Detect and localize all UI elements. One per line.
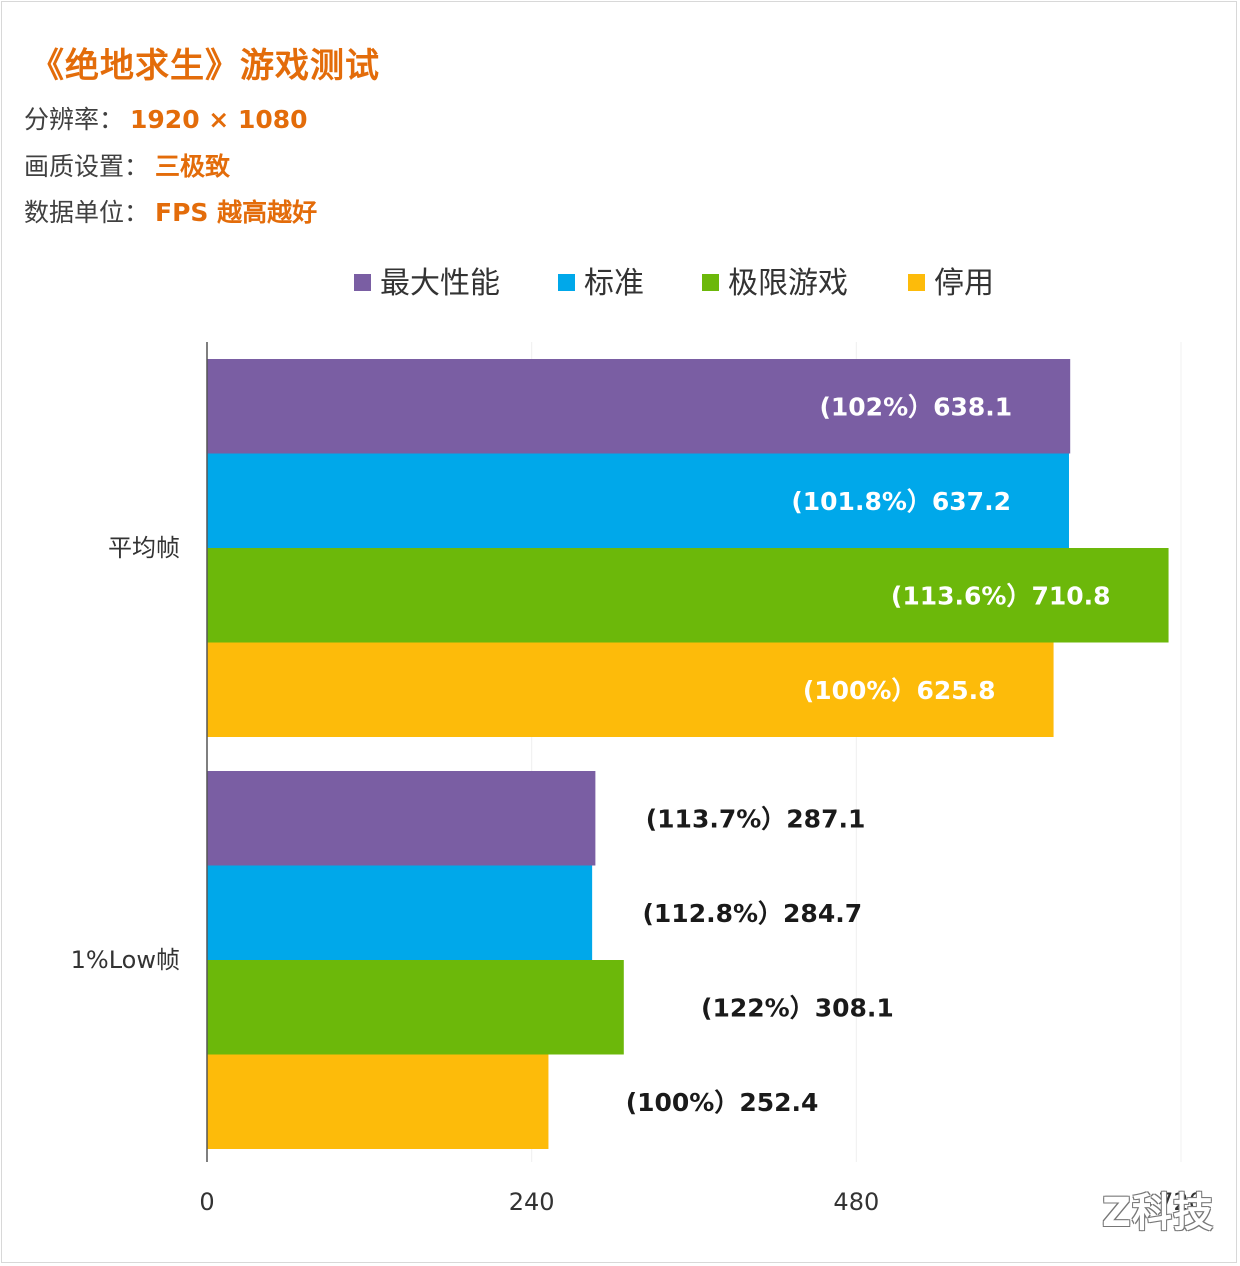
data-label: (113.7%）287.1 bbox=[646, 804, 866, 833]
data-label: (113.6%）710.8 bbox=[891, 581, 1111, 610]
data-label: (101.8%）637.2 bbox=[791, 487, 1011, 516]
unit-row: 数据单位： FPS 越高越好 bbox=[24, 193, 317, 229]
unit-label: 数据单位： bbox=[24, 198, 150, 227]
bar bbox=[207, 642, 1054, 737]
legend-swatch bbox=[908, 274, 925, 291]
watermark: Z科技 bbox=[1101, 1190, 1214, 1236]
page-title: 《绝地求生》游戏测试 bbox=[30, 46, 380, 86]
category-label: 1%Low帧 bbox=[71, 946, 180, 974]
quality-row: 画质设置： 三极致 bbox=[24, 147, 230, 183]
resolution-label: 分辨率： bbox=[24, 105, 125, 134]
legend-label: 标准 bbox=[584, 266, 644, 301]
legend-label: 最大性能 bbox=[380, 266, 500, 301]
chart-legend: 最大性能 标准 极限游戏 停用 bbox=[354, 266, 994, 301]
legend-swatch bbox=[354, 274, 371, 291]
chart-category-labels: 平均帧 1%Low帧 bbox=[71, 534, 180, 974]
quality-label: 画质设置： bbox=[24, 152, 150, 181]
x-tick-label: 480 bbox=[833, 1188, 879, 1216]
x-tick-label: 240 bbox=[509, 1188, 555, 1216]
bar bbox=[207, 960, 624, 1055]
resolution-row: 分辨率： 1920 × 1080 bbox=[24, 100, 308, 136]
data-label: (100%）625.8 bbox=[803, 676, 996, 705]
category-label: 平均帧 bbox=[108, 534, 180, 562]
data-label: (100%）252.4 bbox=[626, 1088, 819, 1117]
legend-label: 停用 bbox=[934, 266, 994, 301]
chart-bars bbox=[207, 359, 1169, 1149]
unit-value: FPS 越高越好 bbox=[155, 198, 318, 227]
bar bbox=[207, 453, 1069, 548]
bar bbox=[207, 548, 1169, 643]
chart-x-tick-labels: 0 240 480 720 bbox=[199, 1188, 1204, 1216]
x-tick-label: 0 bbox=[199, 1188, 214, 1216]
data-label: (112.8%）284.7 bbox=[642, 899, 862, 928]
bar bbox=[207, 1054, 549, 1149]
legend-swatch bbox=[702, 274, 719, 291]
bar bbox=[207, 771, 596, 866]
bar bbox=[207, 359, 1071, 454]
chart-data-labels: (102%）638.1 (101.8%）637.2 (113.6%）710.8 (10… bbox=[626, 392, 1111, 1117]
bar bbox=[207, 865, 593, 960]
x-tick-label: 720 bbox=[1158, 1188, 1204, 1216]
legend-label: 极限游戏 bbox=[728, 266, 848, 301]
quality-value: 三极致 bbox=[155, 152, 231, 181]
data-label: (102%）638.1 bbox=[819, 392, 1012, 421]
data-label: (122%）308.1 bbox=[701, 993, 894, 1022]
legend-swatch bbox=[558, 274, 575, 291]
resolution-value: 1920 × 1080 bbox=[130, 105, 308, 134]
